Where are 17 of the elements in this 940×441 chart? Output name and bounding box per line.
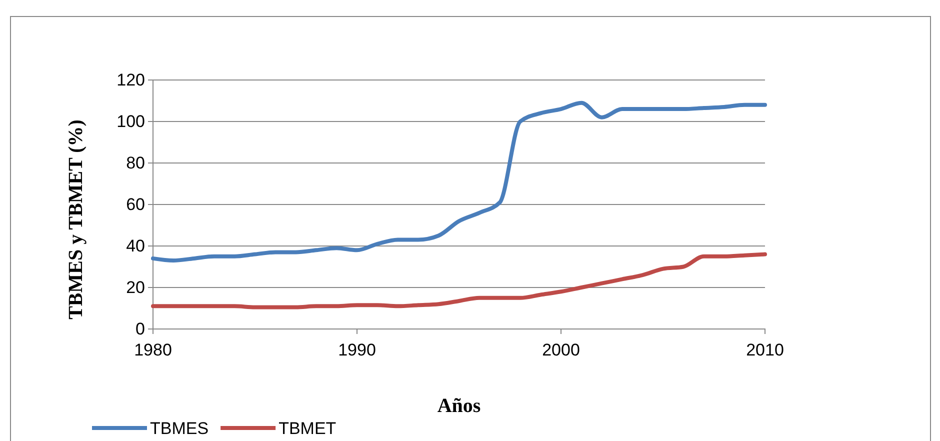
y-tick-label: 80 (126, 153, 145, 172)
y-tick-label: 0 (136, 319, 145, 338)
x-tick-label: 2010 (746, 340, 784, 360)
x-axis-title: Años (437, 395, 481, 417)
y-tick-label: 40 (126, 236, 145, 256)
x-tick-label: 2000 (542, 340, 580, 360)
y-axis-title: TBMES y TBMET (%) (65, 120, 87, 320)
x-tick-label: 1990 (338, 340, 376, 360)
y-tick-label: 20 (126, 278, 145, 297)
y-tick-label: 60 (126, 194, 145, 214)
y-tick-label: 120 (116, 70, 145, 90)
line-series (151, 252, 767, 310)
legend-label: TBMET (278, 419, 336, 438)
x-tick-label: 1980 (134, 340, 172, 360)
legend-label: TBMES (150, 419, 209, 438)
y-tick-label: 100 (116, 112, 145, 131)
line-series (151, 100, 767, 263)
